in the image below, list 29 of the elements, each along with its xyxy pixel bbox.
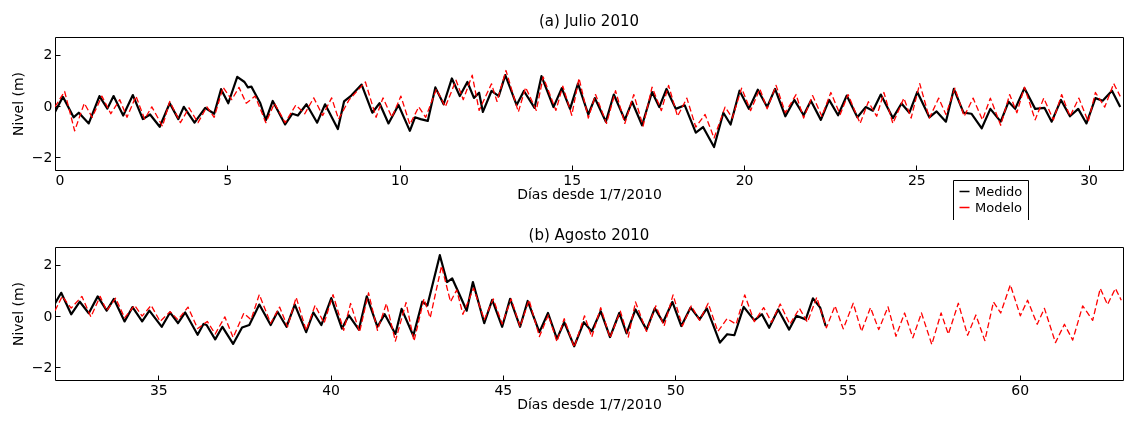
x-axis-title: Días desde 1/7/2010	[517, 395, 662, 412]
chart-title: (b) Agosto 2010	[528, 226, 650, 244]
y-tick-label: 2	[43, 256, 53, 273]
x-axis-title: Días desde 1/7/2010	[517, 185, 662, 202]
y-axis-title: Nivel (m)	[9, 281, 26, 347]
x-tick-label: 20	[735, 171, 754, 188]
y-tick-label: 2	[43, 46, 53, 63]
y-tick-label: 0	[43, 307, 53, 324]
line-series	[55, 69, 1121, 139]
x-tick-label: 45	[494, 381, 513, 398]
y-axis-title: Nivel (m)	[9, 71, 26, 137]
x-tick-label: 25	[907, 171, 926, 188]
y-tick-label: −2	[31, 148, 53, 165]
x-tick-label: 40	[322, 381, 341, 398]
chart-title: (a) Julio 2010	[538, 12, 640, 30]
x-tick-label: 55	[838, 381, 857, 398]
legend-label: Modelo	[975, 199, 1023, 215]
legend-label: Medido	[975, 183, 1023, 199]
y-tick-label: 0	[43, 97, 53, 114]
x-tick-label: 35	[149, 381, 168, 398]
x-tick-label: 15	[563, 171, 582, 188]
y-tick-label: −2	[31, 358, 53, 375]
x-tick-label: 10	[391, 171, 409, 188]
x-tick-label: 30	[1080, 171, 1098, 188]
x-tick-label: 0	[55, 171, 65, 188]
x-tick-label: 50	[666, 381, 685, 398]
line-series	[55, 265, 1122, 348]
x-tick-label: 60	[1011, 381, 1030, 398]
x-tick-label: 5	[223, 171, 233, 188]
